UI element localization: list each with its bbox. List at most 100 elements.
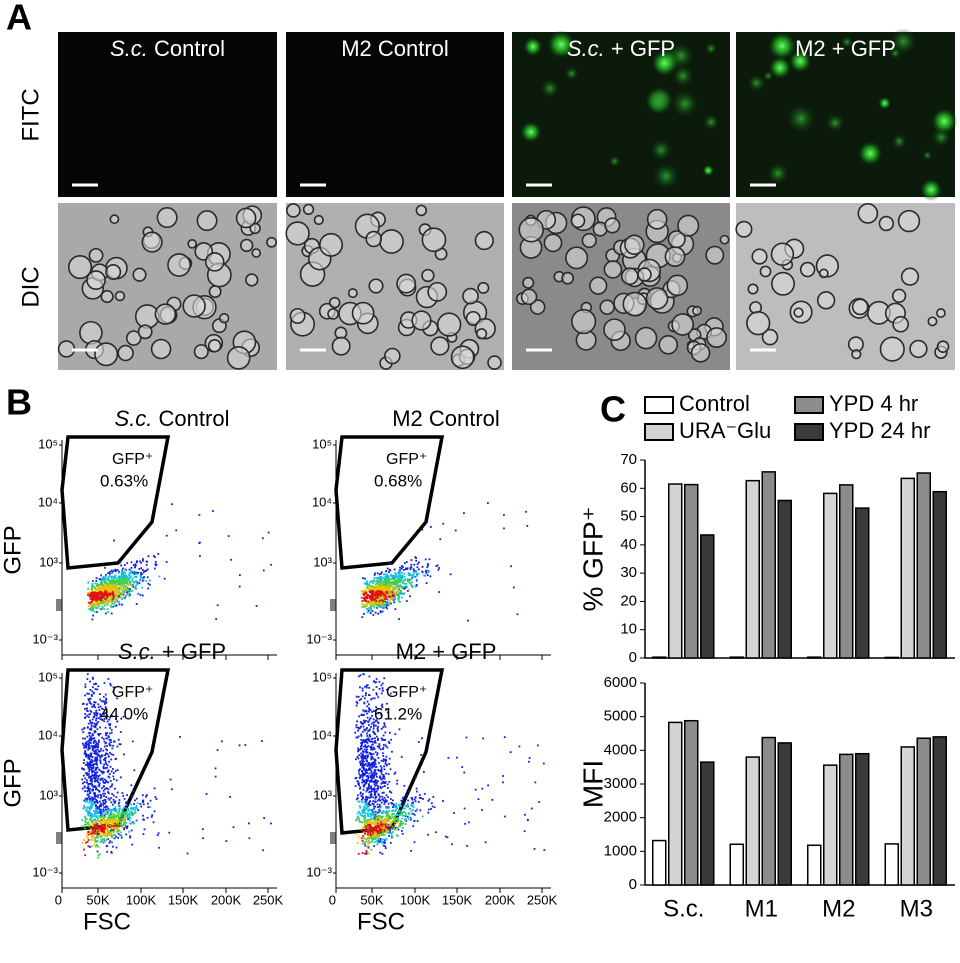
event-dot	[93, 794, 96, 796]
event-dot	[117, 820, 120, 823]
event-dot	[92, 766, 95, 769]
event-dot	[366, 804, 369, 807]
event-dot	[142, 801, 144, 803]
event-dot	[105, 834, 107, 836]
event-dot	[417, 801, 420, 803]
event-dot	[109, 832, 112, 835]
event-dot	[365, 778, 368, 781]
event-dot	[88, 701, 91, 704]
event-dot	[111, 591, 114, 593]
event-dot	[416, 574, 418, 577]
event-dot	[118, 590, 121, 592]
event-dot	[262, 569, 265, 572]
event-dot	[100, 827, 103, 830]
event-dot	[94, 706, 97, 709]
event-dot	[407, 812, 410, 814]
event-dot	[97, 845, 100, 848]
event-dot	[375, 585, 377, 588]
event-dot	[98, 597, 100, 600]
event-dot	[409, 595, 411, 598]
event-dot	[383, 803, 386, 806]
event-dot	[92, 614, 95, 617]
event-dot	[141, 586, 143, 589]
event-dot	[361, 730, 364, 733]
event-dot	[364, 822, 367, 825]
event-dot	[89, 800, 92, 802]
event-dot	[106, 745, 108, 747]
event-dot	[93, 795, 96, 798]
event-dot	[155, 798, 158, 800]
event-dot	[391, 591, 394, 594]
event-dot	[373, 812, 375, 815]
event-dot	[362, 835, 364, 837]
event-dot	[359, 791, 362, 794]
event-dot	[125, 822, 127, 824]
event-dot	[420, 797, 423, 800]
event-dot	[400, 823, 403, 826]
event-dot	[106, 599, 109, 602]
event-dot	[128, 814, 131, 817]
event-dot	[95, 709, 98, 712]
event-dot	[124, 596, 127, 599]
event-dot	[371, 599, 373, 602]
event-dot	[412, 825, 415, 828]
event-dot	[110, 601, 113, 604]
yeast-cell	[664, 246, 686, 267]
event-dot	[96, 809, 98, 811]
event-dot	[375, 837, 377, 839]
event-dot	[109, 824, 112, 827]
event-dot	[157, 832, 160, 835]
event-dot	[103, 682, 106, 684]
event-dot	[383, 782, 386, 785]
event-dot	[376, 803, 379, 806]
event-dot	[398, 809, 400, 812]
event-dot	[112, 744, 115, 747]
event-dot	[389, 592, 392, 595]
event-dot	[103, 833, 106, 836]
event-dot	[367, 584, 370, 586]
event-dot	[386, 828, 389, 831]
event-dot	[126, 578, 128, 581]
event-dot	[387, 711, 389, 714]
event-dot	[112, 593, 115, 595]
event-dot	[89, 598, 92, 600]
event-dot	[375, 819, 378, 822]
event-dot	[365, 819, 368, 822]
event-dot	[90, 838, 93, 841]
event-dot	[99, 816, 102, 819]
event-dot	[126, 592, 129, 595]
event-dot	[390, 817, 393, 820]
event-dot	[376, 581, 379, 584]
event-dot	[392, 820, 394, 823]
event-dot	[362, 826, 365, 829]
event-dot	[99, 587, 102, 590]
event-dot	[99, 778, 102, 781]
event-dot	[86, 822, 89, 825]
event-dot	[383, 768, 386, 771]
event-dot	[105, 587, 108, 590]
event-dot	[379, 810, 381, 812]
event-dot	[83, 823, 86, 826]
event-dot	[397, 811, 400, 814]
event-dot	[109, 818, 111, 821]
event-dot	[92, 599, 95, 602]
event-dot	[99, 583, 102, 586]
fitc-image	[286, 32, 504, 197]
event-dot	[386, 575, 388, 577]
event-dot	[101, 816, 104, 819]
event-dot	[388, 584, 391, 586]
event-dot	[130, 584, 133, 587]
event-dot	[90, 738, 93, 741]
event-dot	[390, 585, 393, 588]
event-dot	[373, 721, 376, 724]
event-dot	[369, 591, 372, 594]
event-dot	[370, 832, 373, 835]
event-dot	[389, 602, 392, 605]
event-dot	[131, 571, 134, 574]
event-dot	[104, 693, 107, 696]
event-dot	[367, 820, 370, 822]
event-dot	[366, 751, 369, 754]
event-dot	[376, 841, 379, 844]
event-dot	[385, 598, 388, 600]
event-dot	[465, 736, 468, 739]
